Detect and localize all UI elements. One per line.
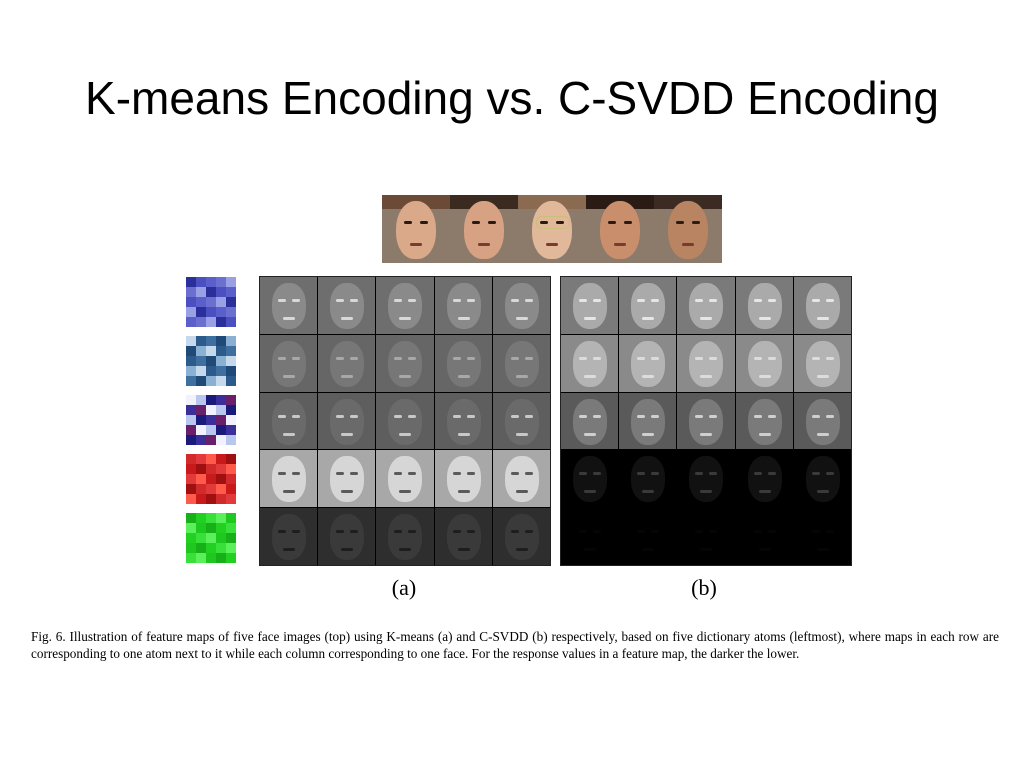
csvdd-map-r3-c2 (619, 392, 677, 450)
csvdd-map-r1-c2 (619, 277, 677, 334)
csvdd-map-r1-c3 (677, 277, 735, 334)
kmeans-map-r3-c2 (318, 392, 376, 450)
csvdd-map-r3-c1 (561, 392, 619, 450)
kmeans-map-r4-c3 (376, 450, 434, 508)
csvdd-map-r5-c4 (735, 508, 793, 565)
csvdd-map-r3-c5 (793, 392, 851, 450)
csvdd-map-r3-c4 (735, 392, 793, 450)
kmeans-map-r3-c4 (434, 392, 492, 450)
kmeans-map-r3-c5 (492, 392, 550, 450)
csvdd-map-r4-c4 (735, 450, 793, 508)
kmeans-map-r4-c2 (318, 450, 376, 508)
slide-title: K-means Encoding vs. C-SVDD Encoding (85, 72, 939, 124)
face-image-strip (382, 195, 722, 263)
csvdd-map-r4-c5 (793, 450, 851, 508)
dictionary-atom-4 (186, 454, 236, 504)
kmeans-map-r1-c1 (260, 277, 318, 334)
face-image-4 (586, 195, 654, 263)
csvdd-map-r2-c4 (735, 334, 793, 392)
feature-maps-kmeans-panel (259, 276, 551, 566)
panel-label-b: (b) (691, 575, 717, 600)
kmeans-map-r5-c2 (318, 508, 376, 565)
csvdd-map-r1-c4 (735, 277, 793, 334)
csvdd-map-r5-c3 (677, 508, 735, 565)
kmeans-map-r4-c5 (492, 450, 550, 508)
feature-maps-csvdd-panel (560, 276, 852, 566)
csvdd-map-r4-c2 (619, 450, 677, 508)
kmeans-map-r1-c5 (492, 277, 550, 334)
kmeans-map-r5-c3 (376, 508, 434, 565)
face-image-1 (382, 195, 450, 263)
face-image-5 (654, 195, 722, 263)
panel-label-a: (a) (391, 575, 417, 600)
csvdd-map-r2-c1 (561, 334, 619, 392)
kmeans-map-r5-c4 (434, 508, 492, 565)
csvdd-map-r5-c2 (619, 508, 677, 565)
csvdd-map-r2-c5 (793, 334, 851, 392)
csvdd-map-r1-c5 (793, 277, 851, 334)
csvdd-map-r4-c1 (561, 450, 619, 508)
csvdd-map-r2-c3 (677, 334, 735, 392)
dictionary-atom-5 (186, 513, 236, 563)
kmeans-map-r1-c3 (376, 277, 434, 334)
dictionary-atom-2 (186, 336, 236, 386)
dictionary-atoms-column (186, 277, 236, 572)
csvdd-map-r5-c1 (561, 508, 619, 565)
face-image-2 (450, 195, 518, 263)
kmeans-map-r2-c1 (260, 334, 318, 392)
kmeans-map-r3-c1 (260, 392, 318, 450)
dictionary-atom-3 (186, 395, 236, 445)
kmeans-map-r1-c4 (434, 277, 492, 334)
kmeans-map-r2-c4 (434, 334, 492, 392)
kmeans-map-r1-c2 (318, 277, 376, 334)
kmeans-map-r4-c4 (434, 450, 492, 508)
kmeans-map-r2-c3 (376, 334, 434, 392)
csvdd-map-r4-c3 (677, 450, 735, 508)
csvdd-map-r2-c2 (619, 334, 677, 392)
csvdd-map-r1-c1 (561, 277, 619, 334)
dictionary-atom-1 (186, 277, 236, 327)
kmeans-map-r5-c5 (492, 508, 550, 565)
kmeans-map-r3-c3 (376, 392, 434, 450)
csvdd-map-r5-c5 (793, 508, 851, 565)
csvdd-map-r3-c3 (677, 392, 735, 450)
kmeans-map-r2-c2 (318, 334, 376, 392)
face-image-3 (518, 195, 586, 263)
figure-caption: Fig. 6. Illustration of feature maps of … (31, 629, 999, 661)
kmeans-map-r4-c1 (260, 450, 318, 508)
kmeans-map-r5-c1 (260, 508, 318, 565)
kmeans-map-r2-c5 (492, 334, 550, 392)
